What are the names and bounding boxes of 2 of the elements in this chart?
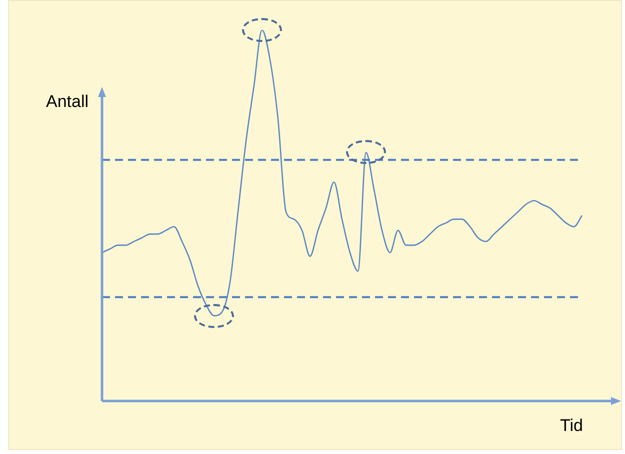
x-axis-title: Tid — [560, 416, 583, 436]
y-axis-title: Antall — [46, 92, 89, 112]
